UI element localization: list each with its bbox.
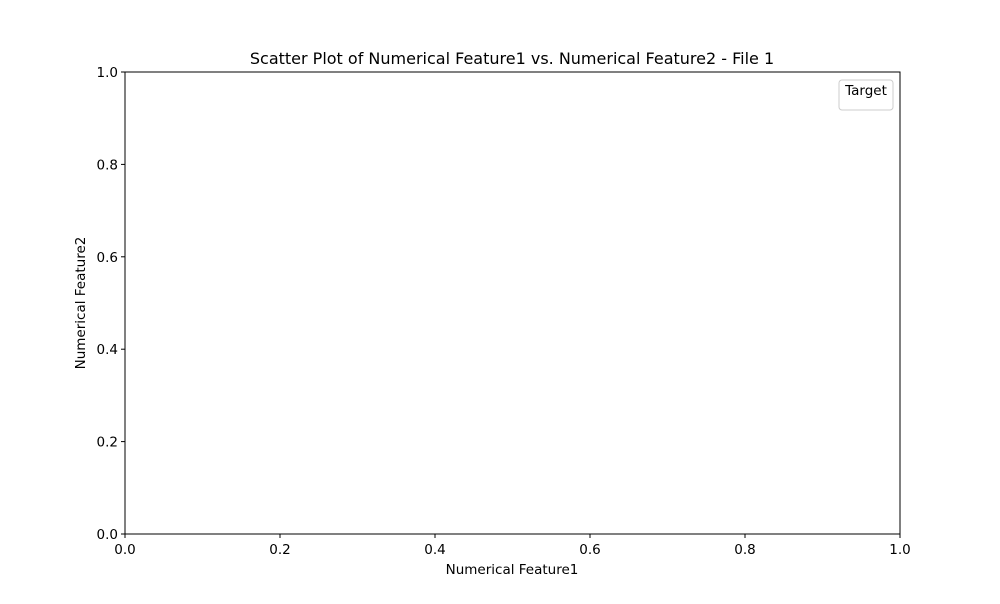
legend: Target — [838, 79, 894, 111]
x-tick-label: 0.6 — [579, 542, 600, 558]
x-tick-label: 0.4 — [424, 542, 445, 558]
y-axis-ticks: 0.0 0.2 0.4 0.6 0.8 1.0 — [97, 65, 125, 543]
y-tick-label: 1.0 — [97, 65, 118, 81]
chart-title: Scatter Plot of Numerical Feature1 vs. N… — [250, 49, 774, 68]
x-tick-label: 0.0 — [114, 542, 135, 558]
plot-area — [125, 72, 900, 534]
plot-frame — [124, 71, 901, 535]
x-axis-label: Numerical Feature1 — [446, 562, 579, 578]
y-tick-label: 0.0 — [97, 527, 118, 543]
x-tick-label: 0.8 — [734, 542, 755, 558]
legend-box — [838, 79, 894, 111]
x-tick-label: 1.0 — [889, 542, 910, 558]
y-tick-label: 0.4 — [97, 342, 118, 358]
y-axis-label: Numerical Feature2 — [73, 237, 89, 370]
y-tick-label: 0.8 — [97, 157, 118, 173]
y-tick-label: 0.6 — [97, 250, 118, 266]
y-tick-label: 0.2 — [97, 435, 118, 451]
legend-title: Target — [844, 83, 887, 99]
x-tick-label: 0.2 — [269, 542, 290, 558]
x-axis-ticks: 0.0 0.2 0.4 0.6 0.8 1.0 — [114, 534, 911, 558]
